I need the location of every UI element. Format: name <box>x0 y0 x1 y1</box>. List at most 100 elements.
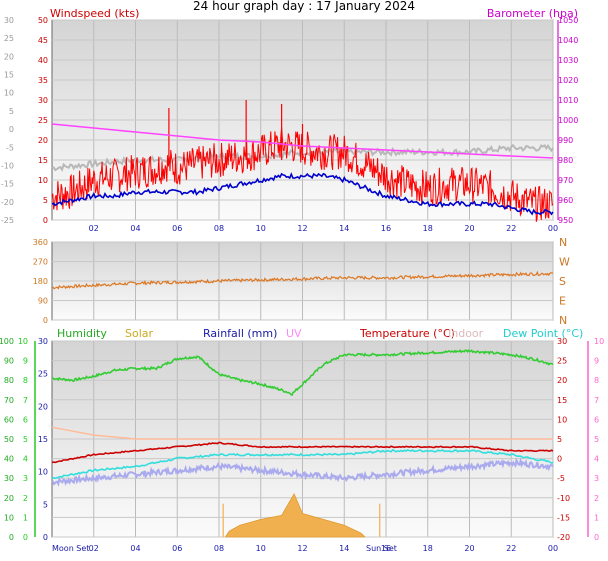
x-tick-label-bottom: 06 <box>172 544 182 553</box>
windspeed-tick: 15 <box>38 156 48 165</box>
windspeed-axis-label: Windspeed (kts) <box>50 7 139 20</box>
rainfall-tick: 30 <box>38 337 48 346</box>
humidity-tick: 80 <box>4 376 14 385</box>
temperature-outer-tick: -20 <box>1 198 14 207</box>
solar-tick: 6 <box>23 415 28 424</box>
windspeed-tick: 45 <box>38 36 48 45</box>
direction-tick: 180 <box>33 277 48 286</box>
barometer-tick: 1010 <box>558 96 578 105</box>
temperature-tick: 10 <box>557 415 567 424</box>
uv-tick: 5 <box>594 435 599 444</box>
humidity-label: Humidity <box>57 327 107 340</box>
windspeed-tick: 50 <box>38 16 48 25</box>
temperature-outer-tick: -10 <box>1 161 14 170</box>
uv-tick: 0 <box>594 533 599 542</box>
dew-point-line <box>51 448 554 480</box>
moon-set-marker: Moon Set <box>52 544 89 553</box>
temperature-tick: 5 <box>557 435 562 444</box>
temperature-outer-tick: 10 <box>4 89 14 98</box>
rainfall-tick: 0 <box>43 533 48 542</box>
wind-average-line <box>51 172 554 216</box>
solar-tick: 5 <box>23 435 28 444</box>
direction-tick: 0 <box>43 316 48 325</box>
x-tick-label-bottom: 20 <box>464 544 474 553</box>
solar-tick: 7 <box>23 396 28 405</box>
x-tick-label-bottom: 02 <box>89 544 99 553</box>
solar-tick: 2 <box>23 494 28 503</box>
humidity-tick: 60 <box>4 415 14 424</box>
uv-tick: 4 <box>594 455 599 464</box>
x-tick-label-top: 22 <box>506 224 516 233</box>
barometer-tick: 990 <box>558 136 573 145</box>
direction-tick: 270 <box>33 258 48 267</box>
x-tick-label-bottom: 08 <box>214 544 224 553</box>
windspeed-tick: 30 <box>38 96 48 105</box>
barometer-tick: 960 <box>558 196 573 205</box>
x-tick-label-bottom: 00 <box>548 544 558 553</box>
solar-tick: 3 <box>23 474 28 483</box>
temperature-tick: 15 <box>557 396 567 405</box>
humidity-line <box>51 348 554 397</box>
temperature-outer-tick: 20 <box>4 52 14 61</box>
solar-tick: 9 <box>23 357 28 366</box>
compass-label: W <box>559 256 570 269</box>
x-tick-label-bottom: 10 <box>256 544 266 553</box>
uv-tick: 2 <box>594 494 599 503</box>
x-tick-label-bottom: 18 <box>423 544 433 553</box>
uv-label: UV <box>286 327 302 340</box>
direction-tick: 90 <box>38 297 48 306</box>
x-tick-label-top: 02 <box>89 224 99 233</box>
humidity-tick: 20 <box>4 494 14 503</box>
humidity-tick: 100 <box>0 337 14 346</box>
temperature-outer-tick: 15 <box>4 71 14 80</box>
uv-tick: 9 <box>594 357 599 366</box>
temperature-tick: 0 <box>557 455 562 464</box>
barometer-tick: 970 <box>558 176 573 185</box>
dew-point-label: Dew Point (°C) <box>503 327 583 340</box>
windspeed-tick: 0 <box>43 216 48 225</box>
temperature-tick: 25 <box>557 357 567 366</box>
x-tick-label-bottom: 04 <box>130 544 140 553</box>
temperature-label: Temperature (°C) <box>359 327 455 340</box>
solar-area <box>224 493 366 538</box>
humidity-tick: 90 <box>4 357 14 366</box>
x-tick-label-bottom: 14 <box>339 544 349 553</box>
barometer-tick: 1030 <box>558 56 578 65</box>
x-tick-label-bottom: 22 <box>506 544 516 553</box>
x-tick-label-top: 00 <box>548 224 558 233</box>
temperature-outer-tick: 0 <box>9 125 14 134</box>
humidity-tick: 0 <box>9 533 14 542</box>
secondary-temp-line <box>51 457 554 487</box>
temperature-outer-tick: -25 <box>1 216 14 225</box>
rainfall-tick: 10 <box>38 468 48 477</box>
temperature-outer-tick: -15 <box>1 180 14 189</box>
temperature-tick: -15 <box>557 513 570 522</box>
temperature-tick: -5 <box>557 474 565 483</box>
windspeed-tick: 10 <box>38 176 48 185</box>
uv-tick: 6 <box>594 415 599 424</box>
temperature-tick: -20 <box>557 533 570 542</box>
solar-tick: 10 <box>18 337 28 346</box>
x-tick-label-top: 18 <box>423 224 433 233</box>
solar-tick: 4 <box>23 455 28 464</box>
windspeed-tick: 35 <box>38 76 48 85</box>
temperature-outer-tick: 30 <box>4 16 14 25</box>
barometer-tick: 980 <box>558 156 573 165</box>
solar-tick: 0 <box>23 533 28 542</box>
uv-tick: 1 <box>594 513 599 522</box>
x-tick-label-top: 08 <box>214 224 224 233</box>
barometer-line <box>51 123 554 159</box>
windspeed-tick: 25 <box>38 116 48 125</box>
graph-title: 24 hour graph day : 17 January 2024 <box>193 0 415 13</box>
rainfall-tick: 5 <box>43 500 48 509</box>
humidity-tick: 30 <box>4 474 14 483</box>
axis-ticks: 0202040406060808101012121414161618182020… <box>0 16 604 553</box>
rainfall-tick: 15 <box>38 435 48 444</box>
compass-label: N <box>559 314 567 327</box>
windspeed-tick: 5 <box>43 196 48 205</box>
compass-label: N <box>559 236 567 249</box>
x-tick-label-bottom: 16 <box>381 544 391 553</box>
temperature-outer-tick: 5 <box>9 107 14 116</box>
x-tick-label-top: 16 <box>381 224 391 233</box>
